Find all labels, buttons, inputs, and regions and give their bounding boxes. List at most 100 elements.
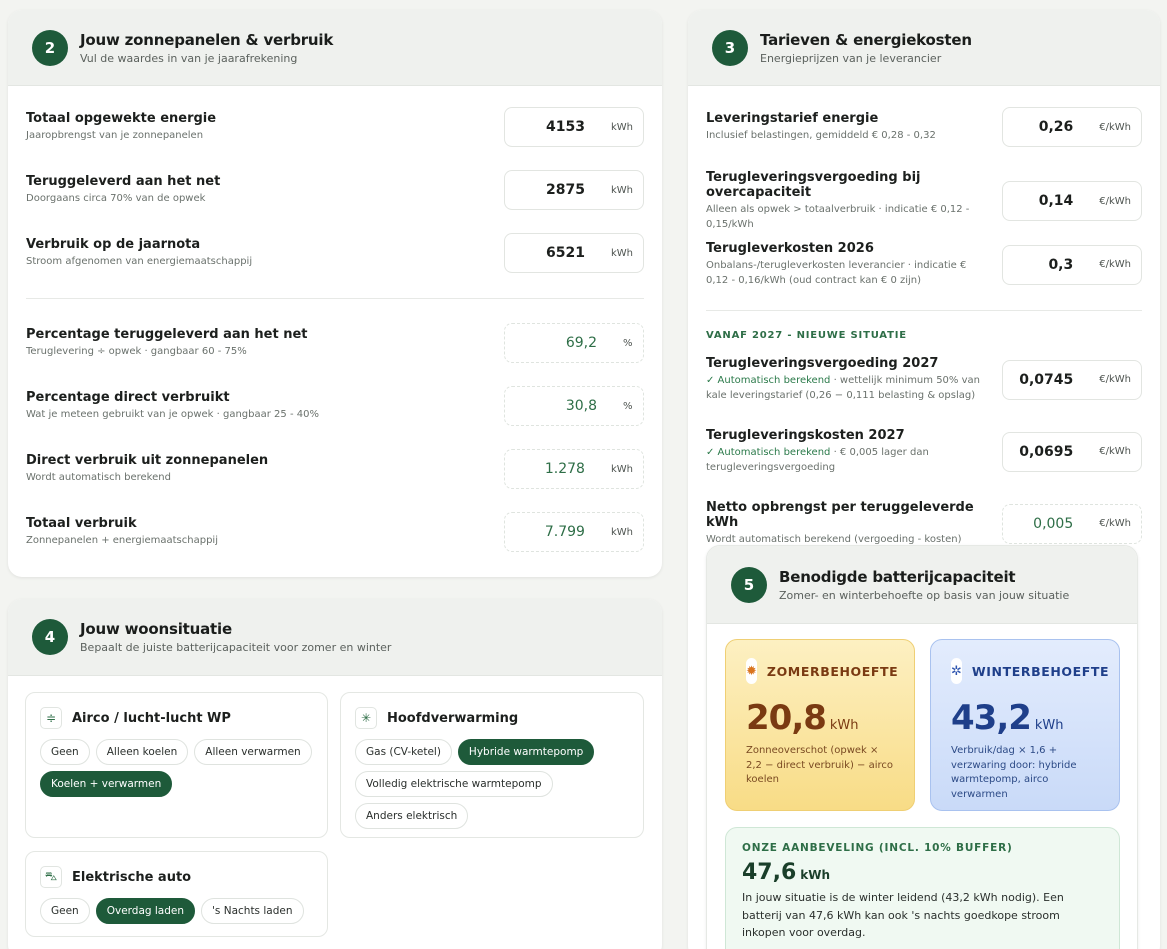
value-unit: kWh bbox=[1034, 718, 1064, 733]
field-unit: €/kWh bbox=[1099, 195, 1131, 207]
chip-heating-gas[interactable]: Gas (CV-ketel) bbox=[355, 739, 452, 765]
recommendation-value: 47,6 kWh bbox=[742, 860, 1103, 885]
row-label: Terugleveringskosten 2027 bbox=[706, 428, 905, 443]
feedin-costs-2026-input[interactable]: 0,3 €/kWh bbox=[1002, 244, 1142, 285]
sun-heat-icon: ✳ bbox=[355, 707, 377, 729]
card-subtitle: Bepaalt de juiste batterijcapaciteit voo… bbox=[80, 641, 392, 654]
need-description: Verbruik/dag × 1,6 + verzwaring door: hy… bbox=[951, 745, 1077, 800]
input-row-total-generated: Totaal opgewekte energie Jaaropbrengst va… bbox=[26, 107, 644, 147]
option-group-title: Airco / lucht-lucht WP bbox=[72, 710, 231, 726]
calc-row-feedin-fee-2027: Terugleveringsvergoeding 2027 ✓ Automatis… bbox=[706, 356, 1142, 403]
chip-ev-none[interactable]: Geen bbox=[40, 898, 90, 924]
field-value: 1.278 bbox=[544, 461, 585, 477]
option-group-title: Elektrische auto bbox=[72, 869, 192, 885]
section-label: VANAF 2027 - NIEUWE SITUATIE bbox=[706, 330, 907, 341]
card-title: Benodigde batterijcapaciteit bbox=[779, 567, 1016, 586]
need-title: WINTERBEHOEFTE bbox=[971, 663, 1110, 679]
recommendation-title: ONZE AANBEVELING (INCL. 10% BUFFER) bbox=[742, 842, 1013, 854]
field-value: 0,26 bbox=[1038, 119, 1074, 135]
need-title: ZOMERBEHOEFTE bbox=[766, 663, 899, 679]
chip-airco-none[interactable]: Geen bbox=[40, 739, 90, 765]
value-number: 47,6 bbox=[742, 860, 797, 885]
chip-airco-cool-heat[interactable]: Koelen + verwarmen bbox=[40, 771, 173, 797]
card-home-situation: 4 Jouw woonsituatie Bepaalt de juiste ba… bbox=[8, 599, 662, 949]
auto-calculated-note: ✓ Automatisch berekend bbox=[706, 375, 831, 386]
chip-airco-heat-only[interactable]: Alleen verwarmen bbox=[194, 739, 312, 765]
field-value: 6521 bbox=[546, 245, 585, 261]
field-value: 30,8 bbox=[565, 398, 597, 414]
pct-direct-output: 30,8% bbox=[504, 386, 644, 426]
divider bbox=[26, 298, 644, 299]
total-usage-output: 7.799 kWh bbox=[504, 512, 644, 552]
heating-option-group: ✳ Hoofdverwarming Gas (CV-ketel) Hybride … bbox=[340, 692, 644, 838]
row-label: Totaal opgewekte energie bbox=[26, 110, 217, 126]
hint-text: · wettelijk minimum 50% van kale leverin… bbox=[706, 375, 980, 401]
card-battery-capacity: 5 Benodigde batterijcapaciteit Zomer- en… bbox=[706, 545, 1138, 949]
row-label: Leveringstarief energie bbox=[706, 110, 879, 126]
field-value: 0,14 bbox=[1038, 193, 1074, 209]
field-unit: kWh bbox=[610, 184, 633, 196]
row-hint: Wordt automatisch berekend (vergoeding -… bbox=[706, 534, 962, 545]
need-description: Zonneoverschot (opwek × 2,2 − direct ver… bbox=[746, 745, 894, 785]
chip-heating-full-electric[interactable]: Volledig elektrische warmtepomp bbox=[355, 771, 553, 797]
row-label: Verbruik op de jaarnota bbox=[26, 236, 201, 252]
field-value: 2875 bbox=[546, 182, 585, 198]
chip-heating-hybrid[interactable]: Hybride warmtepomp bbox=[457, 739, 595, 765]
card-title: Tarieven & energiekosten bbox=[760, 30, 972, 49]
chip-airco-cool-only[interactable]: Alleen koelen bbox=[95, 739, 189, 765]
row-label: Direct verbruik uit zonnepanelen bbox=[26, 452, 269, 468]
chip-ev-night[interactable]: 's Nachts laden bbox=[201, 898, 304, 924]
supply-rate-input[interactable]: 0,26 €/kWh bbox=[1002, 107, 1142, 147]
hint-text: · € 0,005 lager dan terugleveringsvergoe… bbox=[706, 447, 929, 473]
card-header: 5 Benodigde batterijcapaciteit Zomer- en… bbox=[707, 546, 1137, 624]
field-unit: kWh bbox=[610, 463, 633, 475]
annual-usage-input[interactable]: 6521 kWh bbox=[504, 233, 644, 273]
feedin-fee-input[interactable]: 0,14 €/kWh bbox=[1002, 181, 1142, 221]
input-row-annual-usage: Verbruik op de jaarnota Stroom afgenomen … bbox=[26, 233, 644, 273]
calc-row-pct-returned: Percentage teruggeleverd aan het net Teru… bbox=[26, 323, 644, 363]
card-subtitle: Zomer- en winterbehoefte op basis van jo… bbox=[779, 588, 1070, 602]
calc-row-total-usage: Totaal verbruik Zonnepanelen + energiemaa… bbox=[26, 512, 644, 552]
row-label: Terugleveringsvergoeding 2027 bbox=[706, 356, 939, 371]
option-group-title: Hoofdverwarming bbox=[387, 710, 519, 726]
pct-returned-output: 69,2% bbox=[504, 323, 644, 363]
calc-row-pct-direct: Percentage direct verbruikt Wat je meteen… bbox=[26, 386, 644, 426]
card-header: 2 Jouw zonnepanelen & verbruik Vul de wa… bbox=[8, 10, 662, 86]
card-title: Jouw zonnepanelen & verbruik bbox=[80, 30, 334, 49]
winter-value: 43,2 kWh bbox=[951, 698, 1099, 738]
input-row-returned: Teruggeleverd aan het net Doorgaans circa… bbox=[26, 170, 644, 210]
returned-to-grid-input[interactable]: 2875 kWh bbox=[504, 170, 644, 210]
chip-heating-other-electric[interactable]: Anders elektrisch bbox=[355, 803, 469, 829]
row-hint: Onbalans-/terugleverkosten leverancier ·… bbox=[706, 260, 967, 286]
step-number-badge: 5 bbox=[731, 566, 767, 603]
field-unit: kWh bbox=[610, 121, 633, 133]
feedin-costs-2027-output: 0,0695 €/kWh bbox=[1002, 431, 1142, 472]
chip-ev-daytime[interactable]: Overdag laden bbox=[95, 898, 196, 924]
field-value: 0,005 bbox=[1033, 515, 1074, 532]
card-title: Jouw woonsituatie bbox=[80, 620, 232, 638]
value-unit: kWh bbox=[829, 718, 859, 733]
input-row-feedin-costs-2026: Terugleverkosten 2026 Onbalans-/terugleve… bbox=[706, 241, 1142, 288]
ev-option-group: ⛍ Elektrische auto Geen Overdag laden 's … bbox=[25, 851, 328, 937]
field-unit: kWh bbox=[610, 526, 633, 538]
field-unit: €/kWh bbox=[1099, 121, 1131, 133]
field-value: 69,2 bbox=[565, 335, 597, 351]
recommendation-text: In jouw situatie is de winter leidend (4… bbox=[742, 891, 1064, 940]
field-value: 0,3 bbox=[1048, 256, 1074, 273]
field-unit: €/kWh bbox=[1099, 518, 1131, 530]
step-number-badge: 4 bbox=[32, 619, 68, 655]
row-hint: Wat je meteen gebruikt van je opwek · ga… bbox=[26, 408, 319, 420]
feedin-fee-2027-output: 0,0745 €/kWh bbox=[1002, 359, 1142, 400]
sun-icon: ✹ bbox=[746, 658, 757, 684]
row-label: Netto opbrengst per teruggeleverde kWh bbox=[706, 500, 974, 530]
field-unit: % bbox=[623, 400, 633, 412]
row-label: Percentage teruggeleverd aan het net bbox=[26, 326, 308, 342]
row-label: Percentage direct verbruikt bbox=[26, 389, 230, 405]
step-number-badge: 3 bbox=[712, 29, 748, 66]
card-subtitle: Energieprijzen van je leverancier bbox=[760, 51, 942, 65]
net-yield-output: 0,005 €/kWh bbox=[1002, 503, 1142, 544]
calc-row-feedin-costs-2027: Terugleveringskosten 2027 ✓ Automatisch b… bbox=[706, 428, 1142, 475]
field-unit: €/kWh bbox=[1099, 446, 1131, 457]
total-generated-input[interactable]: 4153 kWh bbox=[504, 107, 644, 147]
field-unit: €/kWh bbox=[1099, 259, 1131, 270]
